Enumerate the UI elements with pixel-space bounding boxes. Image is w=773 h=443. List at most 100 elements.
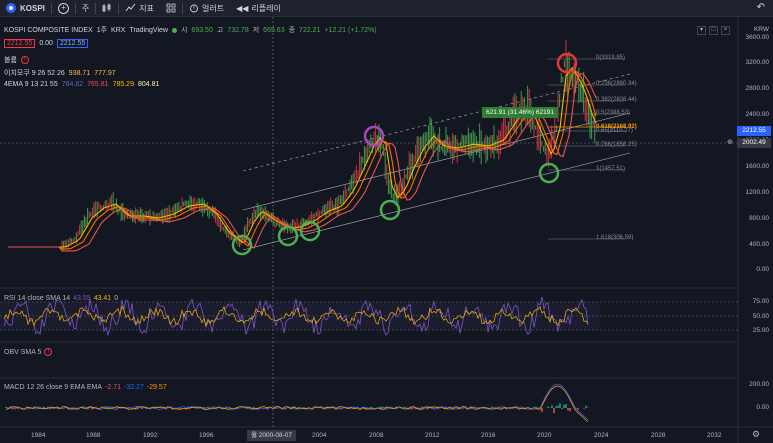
ema-legend[interactable]: 4EMA 9 13 21 55 784.82 765.81 785.29 804… [4,81,159,88]
time-axis-label: 2028 [651,432,666,439]
ema-value-3: 785.29 [112,81,134,88]
price-axis-label: 3600.00 [745,34,770,41]
price-axis-label: 0.00 [756,266,769,273]
warning-icon: ! [44,348,53,356]
measure-callout[interactable]: 621.91 (31.46%) 62191 [482,107,558,118]
undo-icon[interactable]: ↶ [756,2,765,13]
rsi-line[interactable] [3,297,589,337]
bid-price[interactable]: 2212.55 [4,39,36,48]
alert-label: 얼러트 [202,3,225,13]
fib-level-label: 0(3319.85) [596,55,626,61]
obv-legend[interactable]: OBV SMA 5 ! [4,348,53,356]
maximize-button[interactable]: □ [709,26,718,35]
kospi-logo-icon [6,3,16,13]
add-alert-icon[interactable]: ⊕ [727,139,733,146]
candles-icon [102,3,111,12]
price-axis-label: 3200.00 [745,59,770,66]
marker-circle-green[interactable] [231,234,253,256]
warning-icon: ! [20,56,29,64]
marker-circle-red[interactable] [556,52,578,74]
channel-upper-line[interactable] [242,73,631,172]
time-axis-label: 1984 [31,432,46,439]
rewind-icon: ◀◀ [236,3,249,13]
volume-label: 볼륨 [4,57,17,64]
macd-value-3: -29.57 [146,384,167,391]
price-axis-label: 1200.00 [745,189,770,196]
replay-button[interactable]: ◀◀ 리플레이 [230,0,287,17]
chevron-down-icon: ▾ [699,27,703,33]
time-axis-label: 2032 [707,432,722,439]
ichimoku-legend[interactable]: 이치모쿠 9 26 52 26 938.71 777.97 [4,68,116,78]
time-axis-label: 2016 [481,432,496,439]
layouts-button[interactable] [160,0,182,17]
grid-layout-icon [166,3,176,13]
indicators-label: 지표 [139,3,155,13]
rsi-axis-label: 25.00 [752,327,769,334]
time-axis-label: 1996 [199,432,214,439]
macd-signal-line[interactable] [5,385,589,422]
marker-circle-green[interactable] [299,220,321,242]
marker-circle-green[interactable] [379,199,401,221]
time-axis-label: 2024 [594,432,609,439]
macd-axis-label: 0.00 [756,404,769,411]
price-axis-label: 2800.00 [745,85,770,92]
macd-legend[interactable]: MACD 12 26 close 9 EMA EMA -2.71 -32.27 … [4,384,167,391]
alert-button[interactable]: 얼러트 [183,0,230,17]
rsi-axis-label: 50.00 [752,313,769,320]
indicators-button[interactable]: 지표 [119,0,160,17]
collapse-button[interactable]: ▾ [697,26,706,35]
ohlc-close-label: 종 [288,27,296,34]
quote-legend: 2212.55 0.00 2212.55 [4,39,89,48]
rsi-value-2: 43.41 [93,295,112,302]
ichimoku-value-2: 777.97 [94,69,116,77]
time-axis-label: 1992 [143,432,158,439]
fib-level-label: 0.786(1856.25) [596,142,637,148]
chart-type-button[interactable] [96,0,118,17]
rsi-legend[interactable]: RSI 14 close SMA 14 43.55 43.41 0 [4,295,118,302]
toolbar-divider [50,2,52,14]
ask-price[interactable]: 2212.55 [56,39,89,48]
fib-level-label: 0.5(2388.53) [596,110,631,116]
ohlc-change: +12.21 (+1.72%) [324,26,377,34]
settings-gear-icon[interactable]: ⚙ [752,429,761,439]
macd-value-2: -32.27 [124,384,144,391]
currency-label: KRW [753,26,769,33]
marker-circle-green[interactable] [277,225,299,247]
symbol-search-button[interactable]: KOSPI [0,0,51,17]
macd-label: MACD 12 26 close 9 EMA EMA [4,384,103,391]
volume-legend[interactable]: 볼륨 ! [4,55,29,65]
interval-button[interactable]: 주 [81,3,90,13]
macd-series[interactable] [5,383,589,422]
chart-area[interactable]: KOSPI COMPOSITE INDEX 1주 KRX TradingView… [0,17,773,443]
fib-level-label: 1.618(306.59) [596,235,634,241]
rsi-sma-line[interactable] [3,305,589,327]
ohlc-open-label: 시 [180,27,188,34]
ichimoku-value-1: 938.71 [68,69,91,77]
toolbar-divider [182,2,184,14]
maximize-icon: □ [711,27,716,33]
ichimoku-label: 이치모쿠 9 26 52 26 [4,70,65,77]
macd-value-1: -2.71 [105,384,122,391]
alarm-clock-icon [190,4,198,13]
close-icon: × [723,27,728,33]
marker-circle-green[interactable] [538,162,560,184]
ohlc-low: 665.63 [263,26,285,34]
main-legend: KOSPI COMPOSITE INDEX 1주 KRX TradingView… [4,25,377,35]
price-axis-label: 2400.00 [745,111,770,118]
chart-canvas[interactable] [0,17,773,443]
channel-lower-line[interactable] [242,152,631,251]
ohlc-open: 693.50 [191,26,213,34]
time-axis-label: 2004 [312,432,327,439]
compare-symbol-button[interactable]: + [52,0,75,17]
close-pane-button[interactable]: × [721,26,730,35]
ema-value-2: 765.81 [87,81,109,88]
fib-level-label: 0.382(2608.44) [596,97,637,103]
ema-value-4: 804.81 [137,81,160,88]
marker-circle-purple[interactable] [363,125,385,147]
ohlc-high-label: 고 [216,27,224,34]
time-axis-label: 2008 [369,432,384,439]
market-status-dot [171,27,177,33]
channel-middle-line[interactable] [242,112,631,211]
chart-interval: 1주 [96,27,108,34]
rsi-series[interactable] [3,297,589,337]
